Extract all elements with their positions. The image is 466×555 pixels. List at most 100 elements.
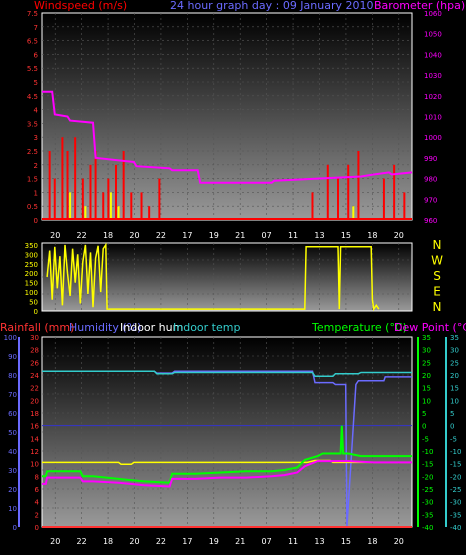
temperature-tick-label: -35: [422, 511, 433, 519]
temperature-tick-label: 5: [422, 410, 426, 418]
time-tick-label: 22: [77, 537, 87, 546]
temperature-tick-label: -10: [422, 448, 433, 456]
temperature-tick-label: -25: [422, 486, 433, 494]
temperature-tick-label: -15: [422, 461, 433, 469]
dewpoint-tick-label: -30: [450, 499, 461, 507]
barometer-tick-label: 1010: [424, 114, 442, 122]
time-tick-label: 11: [288, 231, 298, 240]
temperature-tick-label: 25: [422, 359, 431, 367]
compass-label: W: [431, 254, 443, 268]
barometer-tick-label: 1020: [424, 93, 442, 101]
barometer-tick-label: 990: [424, 155, 437, 163]
dewpoint-tick-label: -35: [450, 511, 461, 519]
rain-tick-label: 2: [35, 511, 39, 519]
temperature-tick-label: 0: [422, 423, 426, 431]
time-tick-label: 07: [262, 231, 272, 240]
barometer-tick-label: 1050: [424, 31, 442, 39]
compass-label: N: [433, 300, 442, 314]
windspeed-tick-label: 7: [34, 24, 38, 32]
legend-humidity: Humidity (%): [69, 321, 141, 334]
direction-tick-label: 100: [25, 289, 38, 297]
rain-tick-label: 6: [35, 486, 40, 494]
temperature-tick-label: 10: [422, 397, 431, 405]
dewpoint-tick-label: 25: [450, 359, 459, 367]
rain-tick-label: 14: [30, 435, 39, 443]
time-tick-label: 22: [156, 231, 166, 240]
dewpoint-tick-label: 10: [450, 397, 459, 405]
direction-tick-label: 250: [25, 261, 38, 269]
windspeed-tick-label: 2.5: [27, 148, 38, 156]
legend-indoor-hum: Indoor hum: [120, 321, 183, 334]
rain-tick-label: 10: [30, 461, 39, 469]
dewpoint-tick-label: 30: [450, 347, 459, 355]
humidity-tick-label: 50: [8, 429, 17, 437]
time-tick-label: 11: [288, 537, 298, 546]
time-tick-label: 13: [314, 537, 324, 546]
humidity-tick-label: 80: [8, 372, 17, 380]
temperature-tick-label: -40: [422, 524, 433, 532]
windspeed-tick-label: 5.5: [27, 65, 38, 73]
direction-tick-label: 0: [34, 308, 38, 316]
time-tick-label: 22: [77, 231, 87, 240]
windspeed-tick-label: 1.5: [27, 176, 38, 184]
windspeed-tick-label: 4.5: [27, 93, 38, 101]
time-tick-label: 17: [182, 537, 192, 546]
time-tick-label: 22: [156, 537, 166, 546]
rain-tick-label: 12: [30, 448, 39, 456]
dewpoint-tick-label: 15: [450, 385, 459, 393]
temperature-tick-label: -30: [422, 499, 433, 507]
dewpoint-tick-label: -20: [450, 473, 461, 481]
time-tick-label: 21: [235, 537, 245, 546]
windspeed-tick-label: 6: [34, 51, 39, 59]
rain-tick-label: 28: [30, 347, 39, 355]
legend-indoor-temp: Indoor temp: [173, 321, 240, 334]
dewpoint-tick-label: 0: [450, 423, 454, 431]
dewpoint-tick-label: -40: [450, 524, 461, 532]
time-tick-label: 07: [262, 537, 272, 546]
windspeed-tick-label: 0.5: [27, 203, 38, 211]
dewpoint-tick-label: -25: [450, 486, 461, 494]
dewpoint-tick-label: -15: [450, 461, 461, 469]
dewpoint-tick-label: 5: [450, 410, 454, 418]
compass-label: E: [433, 285, 441, 299]
windspeed-tick-label: 6.5: [27, 38, 38, 46]
humidity-tick-label: 70: [8, 391, 17, 399]
chart-marks: 0 0.5 1 1.5 2 2.5 3 3.5 4 4.5 5 5.5 6 6.5 7 7.5 960 970 98…: [4, 10, 462, 546]
windspeed-axis-label: Windspeed (m/s): [34, 0, 127, 12]
humidity-tick-label: 0: [13, 524, 17, 532]
time-tick-label: 20: [129, 537, 139, 546]
time-tick-label: 20: [50, 231, 60, 240]
rain-tick-label: 16: [30, 423, 39, 431]
dew-point-line: [42, 460, 412, 488]
direction-tick-label: 350: [25, 242, 38, 250]
humidity-tick-label: 30: [8, 467, 17, 475]
legend-dew-point: Dew Point (°C): [394, 321, 466, 334]
rain-tick-label: 0: [35, 524, 39, 532]
time-tick-label: 20: [394, 231, 404, 240]
dewpoint-tick-label: -5: [450, 435, 457, 443]
temperature-tick-label: 30: [422, 347, 431, 355]
rain-tick-label: 26: [30, 359, 39, 367]
windspeed-tick-label: 0: [34, 217, 38, 225]
legend-temperature: Temperature (°C): [311, 321, 407, 334]
temperature-line: [42, 425, 412, 484]
temperature-tick-label: 35: [422, 334, 431, 342]
direction-tick-label: 300: [25, 251, 38, 259]
time-tick-label: 18: [103, 231, 113, 240]
rain-tick-label: 30: [30, 334, 39, 342]
windspeed-tick-label: 3: [34, 134, 38, 142]
windspeed-tick-label: 3.5: [27, 120, 38, 128]
humidity-tick-label: 100: [4, 334, 17, 342]
compass-label: N: [433, 238, 442, 252]
temperature-tick-label: -5: [422, 435, 429, 443]
windspeed-tick-label: 1: [34, 189, 38, 197]
direction-tick-label: 200: [25, 270, 38, 278]
wind-panel-plot-area: [42, 13, 412, 220]
dewpoint-tick-label: 20: [450, 372, 459, 380]
dewpoint-tick-label: -10: [450, 448, 461, 456]
time-tick-label: 20: [129, 231, 139, 240]
dewpoint-tick-label: 35: [450, 334, 459, 342]
direction-tick-label: 50: [29, 299, 38, 307]
